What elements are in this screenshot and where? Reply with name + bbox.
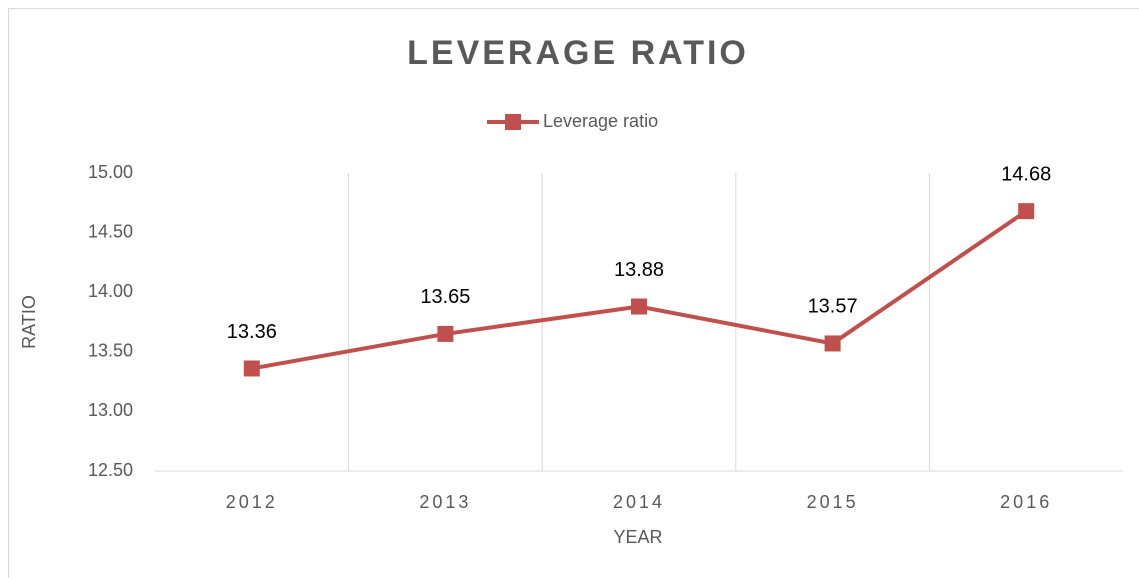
- marker: [631, 298, 647, 315]
- x-axis-label: YEAR: [613, 527, 662, 547]
- chart-border: [8, 8, 1139, 578]
- data-label: 13.65: [420, 286, 470, 308]
- y-tick-label: 15.00: [88, 162, 133, 182]
- x-tick-label: 2015: [807, 492, 859, 512]
- y-axis-label: RATIO: [19, 295, 39, 349]
- marker: [243, 360, 260, 377]
- y-tick-label: 12.50: [88, 460, 133, 480]
- data-label: 14.68: [1001, 163, 1051, 185]
- legend-marker: [505, 114, 521, 130]
- y-tick-label: 14.00: [88, 281, 133, 301]
- x-tick-label: 2012: [226, 492, 278, 512]
- chart-title: LEVERAGE RATIO: [407, 34, 749, 72]
- marker: [437, 325, 454, 342]
- x-tick-label: 2013: [419, 492, 471, 512]
- data-label: 13.88: [614, 259, 664, 281]
- x-tick-label: 2016: [1000, 492, 1052, 512]
- data-label: 13.57: [808, 296, 858, 318]
- y-tick-label: 13.00: [88, 400, 133, 420]
- x-tick-label: 2014: [613, 492, 665, 512]
- legend-label: Leverage ratio: [543, 111, 658, 131]
- y-tick-label: 14.50: [88, 221, 133, 241]
- marker: [1018, 203, 1035, 220]
- data-label: 13.36: [227, 321, 277, 343]
- y-tick-label: 13.50: [88, 341, 133, 361]
- marker: [824, 335, 841, 352]
